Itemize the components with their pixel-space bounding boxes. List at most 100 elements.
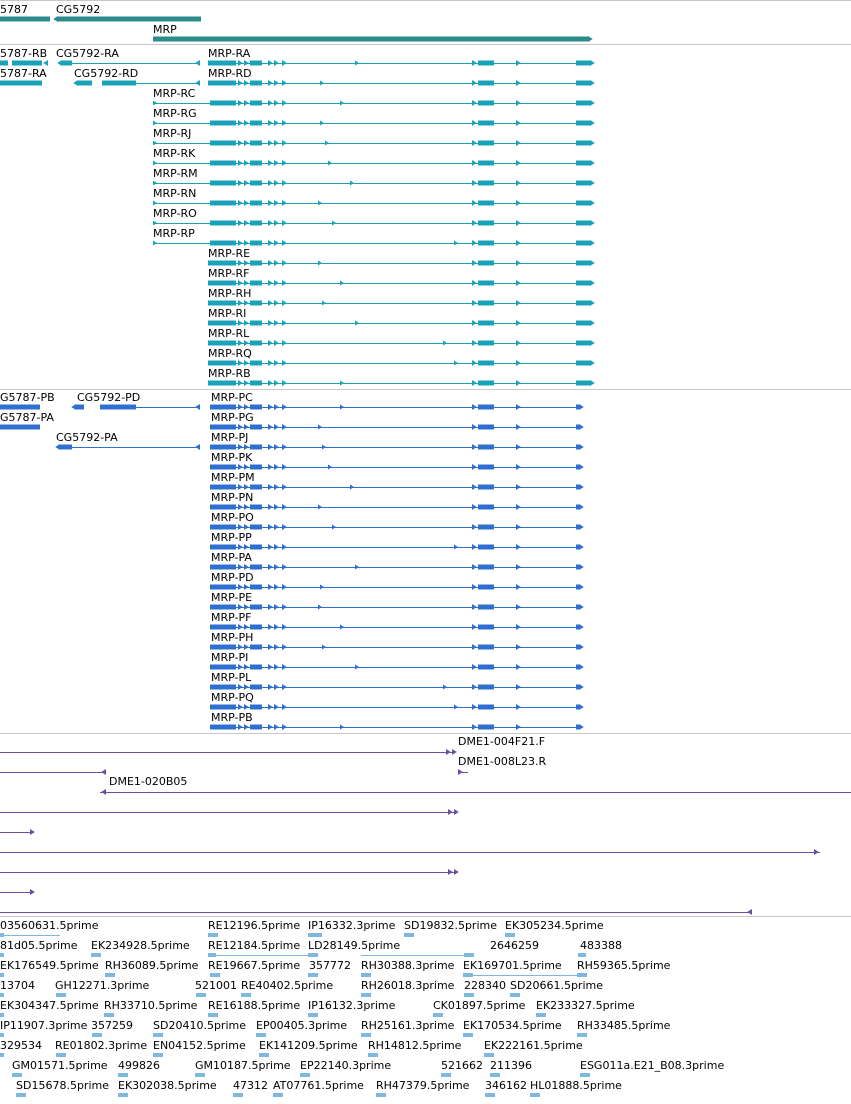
exon-block[interactable]	[244, 280, 249, 286]
exon-block[interactable]	[516, 704, 521, 710]
strand-arrow[interactable]	[590, 240, 595, 246]
exon-block[interactable]	[478, 180, 494, 186]
exon-block[interactable]	[244, 340, 249, 346]
transcript-label[interactable]: MRP-RN	[153, 187, 196, 200]
exon-block[interactable]	[250, 240, 262, 246]
exon-block[interactable]	[208, 320, 236, 326]
transcript-label[interactable]: MRP-PB	[211, 711, 253, 724]
exon-block[interactable]	[238, 484, 243, 490]
exon-block[interactable]	[478, 260, 494, 266]
strand-arrow[interactable]	[579, 644, 584, 650]
est-label[interactable]: SD15678.5prime	[16, 1079, 109, 1092]
transcript-label[interactable]: MRP-RD	[208, 67, 252, 80]
est-label[interactable]: EK233327.5prime	[536, 999, 635, 1012]
exon-block[interactable]	[274, 664, 279, 670]
exon-block[interactable]	[478, 120, 494, 126]
exon-block[interactable]	[478, 444, 494, 450]
exon-block[interactable]	[576, 484, 579, 490]
exon-block[interactable]	[250, 604, 262, 610]
exon-block[interactable]	[210, 180, 236, 186]
exon-block[interactable]	[472, 260, 477, 266]
est-glyph[interactable]	[433, 1013, 443, 1017]
exon-block[interactable]	[244, 424, 249, 430]
exon-block[interactable]	[0, 404, 40, 410]
strand-arrow[interactable]	[590, 200, 595, 206]
est-glyph[interactable]	[92, 1033, 102, 1037]
exon-block[interactable]	[244, 404, 249, 410]
exon-block[interactable]	[472, 604, 477, 610]
exon-block[interactable]	[250, 524, 262, 530]
exon-block[interactable]	[516, 160, 521, 166]
strand-arrow[interactable]	[590, 260, 595, 266]
transcript-label[interactable]: MRP-RM	[153, 167, 198, 180]
exon-block[interactable]	[478, 300, 494, 306]
exon-block[interactable]	[516, 464, 521, 470]
exon-block[interactable]	[250, 424, 262, 430]
transcript-label[interactable]: CG5792-PA	[56, 431, 118, 444]
exon-block[interactable]	[274, 220, 279, 226]
est-glyph[interactable]	[578, 953, 586, 957]
est-glyph[interactable]	[463, 973, 473, 977]
transcript-label[interactable]: MRP-PO	[211, 511, 254, 524]
exon-block[interactable]	[268, 564, 273, 570]
exon-block[interactable]	[250, 624, 262, 630]
exon-block[interactable]	[478, 404, 494, 410]
est-glyph[interactable]	[300, 1073, 310, 1077]
exon-block[interactable]	[472, 360, 477, 366]
est-label[interactable]: RH30388.3prime	[361, 959, 455, 972]
exon-block[interactable]	[478, 724, 494, 730]
gene-label[interactable]: MRP	[153, 23, 177, 36]
exon-block[interactable]	[244, 704, 249, 710]
exon-block[interactable]	[195, 444, 200, 450]
strand-arrow[interactable]	[590, 120, 595, 126]
strand-arrow[interactable]	[579, 504, 584, 510]
exon-block[interactable]	[238, 320, 243, 326]
exon-block[interactable]	[250, 200, 262, 206]
exon-block[interactable]	[516, 380, 521, 386]
exon-block[interactable]	[12, 60, 42, 66]
exon-block[interactable]	[250, 564, 262, 570]
alignment-end[interactable]	[814, 849, 819, 855]
est-glyph[interactable]	[56, 1053, 66, 1057]
exon-block[interactable]	[516, 404, 521, 410]
exon-block[interactable]	[0, 60, 8, 66]
exon-block[interactable]	[576, 140, 590, 146]
exon-block[interactable]	[282, 524, 287, 530]
exon-block[interactable]	[516, 100, 521, 106]
transcript-label[interactable]: MRP-RP	[153, 227, 195, 240]
est-glyph[interactable]	[0, 973, 4, 977]
est-label[interactable]: 03560631.5prime	[0, 919, 99, 932]
exon-block[interactable]	[350, 484, 354, 490]
exon-block[interactable]	[250, 360, 262, 366]
est-glyph[interactable]	[361, 993, 371, 997]
exon-block[interactable]	[516, 644, 521, 650]
exon-block[interactable]	[153, 140, 157, 146]
exon-block[interactable]	[268, 200, 273, 206]
est-label[interactable]: RE16188.5prime	[208, 999, 300, 1012]
exon-block[interactable]	[268, 664, 273, 670]
est-glyph[interactable]	[505, 933, 515, 937]
alignment-label[interactable]: DME1-008L23.R	[458, 755, 546, 768]
exon-block[interactable]	[274, 380, 279, 386]
exon-block[interactable]	[478, 604, 494, 610]
exon-block[interactable]	[274, 564, 279, 570]
transcript-label[interactable]: MRP-PJ	[211, 431, 248, 444]
exon-block[interactable]	[153, 160, 157, 166]
est-label[interactable]: GM10187.5prime	[195, 1059, 291, 1072]
exon-block[interactable]	[454, 704, 458, 710]
exon-block[interactable]	[472, 160, 477, 166]
strand-arrow[interactable]	[579, 524, 584, 530]
exon-block[interactable]	[274, 140, 279, 146]
transcript-label[interactable]: MRP-PE	[211, 591, 252, 604]
exon-block[interactable]	[153, 180, 157, 186]
exon-block[interactable]	[208, 280, 236, 286]
strand-arrow[interactable]	[579, 564, 584, 570]
exon-block[interactable]	[43, 60, 48, 66]
exon-block[interactable]	[472, 300, 477, 306]
exon-block[interactable]	[472, 564, 477, 570]
exon-block[interactable]	[478, 424, 494, 430]
exon-block[interactable]	[244, 684, 249, 690]
est-glyph[interactable]	[0, 1053, 4, 1057]
exon-block[interactable]	[250, 704, 262, 710]
exon-block[interactable]	[250, 180, 262, 186]
